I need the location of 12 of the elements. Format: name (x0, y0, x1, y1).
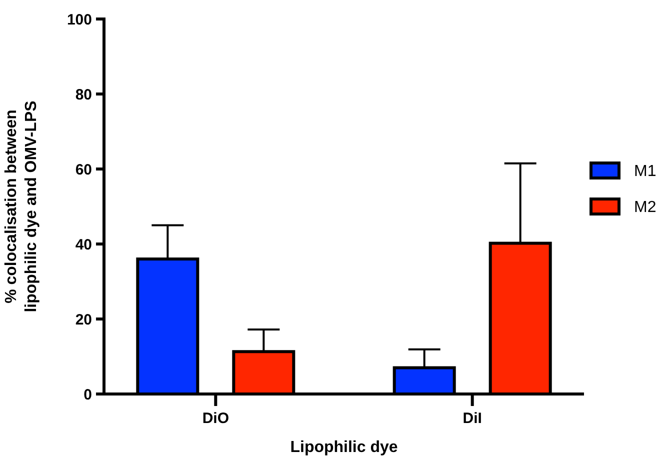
x-tick-label: DiI (462, 410, 482, 427)
y-tick-label: 40 (75, 236, 92, 254)
x-tick-label: DiO (202, 410, 230, 427)
y-tick-label: 100 (66, 11, 92, 28)
y-tick-label: 0 (84, 386, 92, 404)
y-tick-label: 60 (75, 161, 92, 178)
legend-label: M2 (634, 199, 656, 216)
y-axis-title: % colocalisation between lipophilic dye and OMV-LPS (3, 100, 40, 312)
y-tick-label: 20 (75, 311, 92, 328)
y-tick-label: 80 (75, 86, 92, 104)
x-axis-title: Lipophilic dye (290, 439, 398, 456)
legend-label: M1 (634, 163, 656, 180)
